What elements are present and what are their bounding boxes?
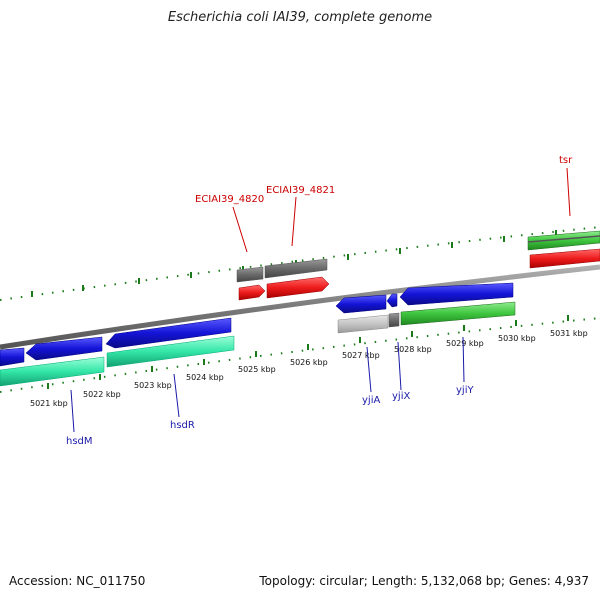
- scale-label-5026: 5026 kbp: [290, 358, 328, 367]
- gene-label-yjix[interactable]: yjiX: [392, 391, 410, 402]
- lower-tick-track: [0, 315, 600, 393]
- feature-yjiy-gene[interactable]: [400, 301, 516, 326]
- reverse-strand-features: [0, 282, 516, 387]
- feature-hsdm-gene[interactable]: [0, 356, 105, 387]
- scale-label-5021: 5021 kbp: [30, 399, 68, 408]
- feature-hsdm-cds[interactable]: [25, 336, 103, 361]
- scale-label-5024: 5024 kbp: [186, 373, 224, 382]
- feature-yjix-gene[interactable]: [388, 312, 400, 328]
- gene-label-yjia[interactable]: yjiA: [362, 395, 380, 406]
- scale-label-5030: 5030 kbp: [498, 334, 536, 343]
- gene-label-hsdm[interactable]: hsdM: [66, 436, 93, 447]
- feature-hsdr-gene[interactable]: [106, 335, 235, 368]
- scale-label-5031: 5031 kbp: [550, 329, 588, 338]
- feature-tsr-gene[interactable]: [527, 230, 600, 251]
- map-title: Escherichia coli IAI39, complete genome: [167, 10, 433, 25]
- gene-label-tsr[interactable]: tsr: [559, 155, 573, 166]
- feature-yjia-cds[interactable]: [335, 294, 387, 314]
- gene-labels: ECIAI39_4820 ECIAI39_4821 tsr hsdM hsdR …: [66, 155, 573, 447]
- forward-strand-features: [236, 230, 600, 301]
- feature-eciai39-4820-cds[interactable]: [238, 284, 266, 301]
- gene-label-eciai39-4820[interactable]: ECIAI39_4820: [195, 194, 264, 205]
- gene-label-eciai39-4821[interactable]: ECIAI39_4821: [266, 185, 335, 196]
- scale-labels: 5021 kbp 5022 kbp 5023 kbp 5024 kbp 5025…: [30, 329, 588, 408]
- feature-eciai39-4821-gene[interactable]: [264, 258, 328, 279]
- feature-yjiy-cds[interactable]: [399, 282, 514, 306]
- feature-yjix-cds[interactable]: [386, 293, 398, 308]
- feature-reverse-cds-left[interactable]: [0, 347, 25, 367]
- scale-label-5027: 5027 kbp: [342, 351, 380, 360]
- gene-label-hsdr[interactable]: hsdR: [170, 420, 195, 431]
- feature-eciai39-4820-gene[interactable]: [236, 266, 264, 283]
- feature-eciai39-4821-cds[interactable]: [266, 276, 330, 299]
- scale-label-5029: 5029 kbp: [446, 339, 484, 348]
- feature-tsr-cds[interactable]: [529, 248, 600, 269]
- feature-yjia-gene[interactable]: [337, 314, 389, 334]
- accession-text: Accession: NC_011750: [9, 574, 146, 588]
- genome-summary-text: Topology: circular; Length: 5,132,068 bp…: [259, 574, 589, 588]
- feature-hsdr-cds[interactable]: [105, 317, 232, 349]
- gene-label-yjiy[interactable]: yjiY: [456, 385, 474, 396]
- scale-label-5023: 5023 kbp: [134, 381, 172, 390]
- scale-label-5028: 5028 kbp: [394, 345, 432, 354]
- genome-backbone: [0, 264, 600, 350]
- scale-label-5022: 5022 kbp: [83, 390, 121, 399]
- scale-label-5025: 5025 kbp: [238, 365, 276, 374]
- leader-lines: [70, 167, 571, 433]
